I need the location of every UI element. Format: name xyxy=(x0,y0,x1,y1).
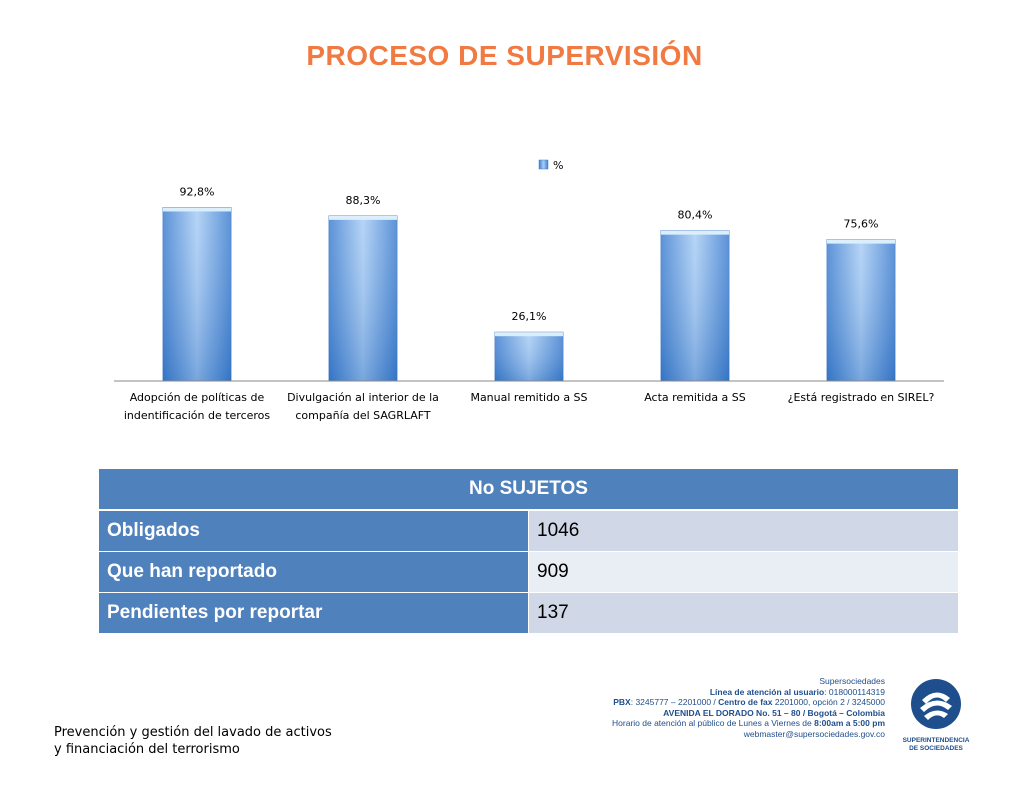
bar-shade xyxy=(661,230,729,381)
table-header-row: No SUJETOS xyxy=(99,469,958,511)
table-header: No SUJETOS xyxy=(99,469,958,511)
footer-tagline-line: y financiación del terrorismo xyxy=(54,742,240,757)
phone-fax: PBX: 3245777 – 2201000 / Centro de fax 2… xyxy=(612,697,885,708)
pbx-label: PBX xyxy=(613,697,631,708)
row-label: Pendientes por reportar xyxy=(99,592,529,634)
table-row: Obligados 1046 xyxy=(99,510,958,552)
logo-text: SUPERINTENDENCIA DE SOCIEDADES xyxy=(896,737,976,753)
contact-info: Supersociedades Línea de atención al usu… xyxy=(612,676,885,740)
data-label: 26,1% xyxy=(512,310,547,323)
office-hours: Horario de atención al público de Lunes … xyxy=(612,718,885,729)
hours-time: 8:00am a 5:00 pm xyxy=(814,718,885,729)
logo-line: SUPERINTENDENCIA xyxy=(902,737,970,744)
table-row: Pendientes por reportar 137 xyxy=(99,592,958,634)
table-row: Que han reportado 909 xyxy=(99,551,958,593)
x-tick-label: Acta remitida a SS xyxy=(644,391,746,404)
x-tick-label: Adopción de políticas de xyxy=(130,391,265,404)
bar-shade xyxy=(495,332,563,381)
bar-shade xyxy=(329,215,397,381)
subjects-table: No SUJETOS Obligados 1046 Que han report… xyxy=(99,469,958,634)
fax-value: 2201000, opción 2 / 3245000 xyxy=(772,697,885,708)
address-text: AVENIDA EL DORADO No. 51 – 80 / Bogotá –… xyxy=(663,707,885,718)
row-value: 909 xyxy=(528,551,958,593)
logo-emblem-icon xyxy=(911,679,961,729)
legend-label: % xyxy=(553,159,563,172)
helpline: Línea de atención al usuario: 0180001143… xyxy=(612,687,885,698)
x-tick-label: compañía del SAGRLAFT xyxy=(295,409,431,422)
data-label: 80,4% xyxy=(678,209,713,222)
pbx-value: : 3245777 – 2201000 / xyxy=(630,697,719,708)
hours-prefix: Horario de atención al público de Lunes … xyxy=(612,718,815,729)
page-title: PROCESO DE SUPERVISIÓN xyxy=(306,40,703,71)
address: AVENIDA EL DORADO No. 51 – 80 / Bogotá –… xyxy=(612,708,885,719)
data-label: 88,3% xyxy=(346,194,381,207)
logo-line: DE SOCIEDADES xyxy=(909,745,963,752)
footer-tagline: Prevención y gestión del lavado de activ… xyxy=(54,724,332,758)
data-label: 75,6% xyxy=(844,218,879,231)
helpline-label: Línea de atención al usuario xyxy=(709,686,825,697)
row-label: Obligados xyxy=(99,510,529,552)
helpline-value: : 018000114319 xyxy=(824,686,885,697)
supersociedades-logo: SUPERINTENDENCIA DE SOCIEDADES xyxy=(896,678,976,754)
bar-chart: % 92,8% 88,3% 26,1% 80,4% 75,6% Adopción de … xyxy=(114,159,944,422)
chart-legend: % xyxy=(538,159,563,172)
fax-label: Centro de fax xyxy=(718,697,773,708)
x-tick-label: Divulgación al interior de la xyxy=(287,391,439,404)
row-label: Que han reportado xyxy=(99,551,529,593)
bar-shade xyxy=(827,239,895,381)
email[interactable]: webmaster@supersociedades.gov.co xyxy=(743,728,885,739)
x-tick-label: ¿Está registrado en SIREL? xyxy=(788,391,935,404)
row-value: 137 xyxy=(528,592,958,634)
data-label: 92,8% xyxy=(180,185,215,198)
org-name: Supersociedades xyxy=(819,676,885,686)
footer-tagline-line: Prevención y gestión del lavado de activ… xyxy=(54,725,332,740)
legend-swatch xyxy=(538,159,549,170)
row-value: 1046 xyxy=(528,510,958,552)
bar-shade xyxy=(163,207,231,381)
x-tick-label: Manual remitido a SS xyxy=(470,391,587,404)
x-tick-label: indentificación de terceros xyxy=(124,409,271,422)
